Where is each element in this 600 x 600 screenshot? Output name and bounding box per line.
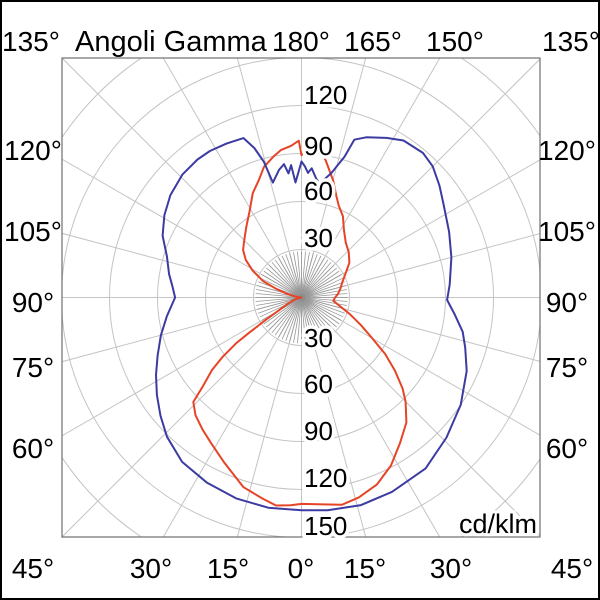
gamma-label: 0° [288, 553, 315, 584]
gamma-label: 75° [546, 352, 588, 383]
gamma-label: 150° [426, 26, 484, 57]
gamma-label: 60° [12, 433, 54, 464]
ring-label: 90 [304, 416, 333, 446]
ring-label: 60 [304, 369, 333, 399]
chart-title: Angoli Gamma [75, 26, 268, 58]
gamma-label: 105° [538, 216, 596, 247]
ring-label: 90 [304, 131, 333, 161]
curve-blue [155, 136, 468, 512]
gamma-label: 30° [430, 553, 472, 584]
ring-label: 120 [304, 463, 347, 493]
ring-label: 30 [304, 223, 333, 253]
curve-red [192, 139, 408, 507]
gamma-label: 60° [546, 433, 588, 464]
ring-label: 150 [304, 511, 347, 541]
ring-label: 30 [304, 323, 333, 353]
gamma-label: 75° [12, 352, 54, 383]
gamma-label: 120° [538, 135, 596, 166]
ring-label: 120 [304, 80, 347, 110]
ring-label: 60 [304, 176, 333, 206]
gamma-label: 135° [542, 26, 598, 57]
gamma-label: 165° [344, 26, 402, 57]
units-label: cd/klm [459, 509, 537, 539]
gamma-label: 45° [551, 553, 593, 584]
plot-border [61, 57, 541, 538]
gamma-label: 90° [12, 287, 54, 318]
gamma-label: 15° [207, 553, 249, 584]
gamma-label: 15° [344, 553, 386, 584]
gamma-label: 120° [4, 135, 62, 166]
photometric-curves [155, 136, 468, 512]
gamma-label: 135° [2, 26, 60, 57]
gamma-label: 45° [12, 553, 54, 584]
radial-tick-labels: 120 90 60 30 30 60 90 120 150 [301, 77, 351, 545]
gamma-angle-labels: 135° 180° 165° 150° 135° 120° 105° 90° 75° 60° 120… [2, 26, 598, 584]
gamma-label: 30° [130, 553, 172, 584]
gamma-label: 90° [546, 287, 588, 318]
gamma-label: 105° [4, 216, 62, 247]
gamma-label: 180° [272, 26, 330, 57]
